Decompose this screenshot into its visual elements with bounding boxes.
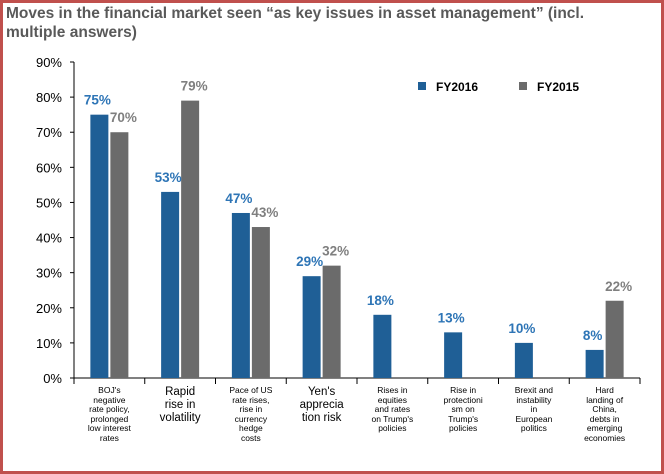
- x-category-label-line: tion risk: [301, 412, 342, 424]
- x-category-label-line: Rise in: [450, 385, 477, 395]
- x-category-label-line: rise in: [239, 404, 263, 414]
- x-category-label-line: Rapid: [165, 386, 196, 398]
- data-label-fy2016: 18%: [367, 293, 394, 308]
- bar-fy2016: [231, 212, 250, 378]
- chart-bars: [90, 100, 624, 379]
- x-category-label-line: European: [515, 413, 553, 424]
- x-category-label-line: Trump's: [448, 413, 479, 424]
- x-category-label-line: rate rises,: [232, 394, 270, 405]
- legend-swatch-fy2016: [418, 82, 426, 90]
- bar-fy2016: [302, 276, 321, 378]
- y-tick-label: 70%: [36, 125, 62, 140]
- x-category-label-line: instability: [516, 394, 552, 405]
- bar-fy2016: [373, 314, 392, 378]
- data-label-fy2016: 10%: [508, 321, 535, 336]
- x-category-label: Brexit and instability in European politics: [499, 385, 570, 434]
- legend-label-fy2016: FY2016: [436, 80, 478, 94]
- x-category-label-line: on Trump's: [371, 413, 414, 424]
- x-category-label: Yen's apprecia tion risk: [286, 386, 357, 425]
- bar-fy2015: [181, 100, 200, 378]
- x-category-label-line: sm on: [451, 404, 475, 414]
- y-tick-label: 90%: [36, 55, 62, 70]
- y-tick-label: 80%: [36, 90, 62, 105]
- y-tick-label: 50%: [36, 195, 62, 210]
- data-label-fy2016: 75%: [84, 93, 111, 108]
- x-category-label-line: landing of: [586, 394, 624, 405]
- bar-fy2015: [605, 300, 624, 378]
- x-category-label-line: and rates: [374, 404, 411, 414]
- x-category-label-line: Brexit and: [514, 385, 554, 395]
- x-category-label: Rapid rise in volatility: [145, 386, 216, 425]
- data-label-fy2015: 43%: [251, 205, 278, 220]
- x-category-label-line: Rises in: [377, 385, 408, 395]
- x-category-label: BOJ's negative rate policy, prolonged low in…: [74, 385, 145, 443]
- x-category-label-line: hedge: [239, 423, 263, 433]
- data-label-fy2015: 79%: [181, 79, 208, 94]
- x-category-label-line: apprecia: [299, 399, 344, 411]
- data-label-fy2015: 32%: [322, 244, 349, 259]
- y-tick-label: 30%: [36, 266, 62, 281]
- x-category-label-line: in: [530, 404, 538, 414]
- legend-swatch-fy2015: [519, 82, 527, 90]
- data-label-fy2016: 29%: [296, 254, 323, 269]
- x-category-label-line: negative: [93, 394, 126, 405]
- bar-fy2016: [90, 114, 109, 379]
- data-label-fy2015: 22%: [605, 279, 632, 294]
- bar-fy2016: [585, 349, 604, 378]
- chart-data-labels: 75% 70% 53% 79% 47%43% 29%32% 18% 13% 10% 8% 22%: [84, 79, 632, 343]
- x-category-label: Rises in equities and rates on Trump's polic…: [357, 385, 428, 434]
- x-category-label-line: low interest: [87, 423, 131, 433]
- bar-fy2016: [514, 342, 533, 378]
- data-label-fy2016: 47%: [225, 191, 252, 206]
- x-category-label-line: Pace of US: [229, 385, 273, 395]
- data-label-fy2016: 8%: [583, 328, 603, 343]
- bar-fy2015: [322, 265, 341, 378]
- x-category-label-line: BOJ's: [98, 385, 121, 395]
- y-tick-label: 0%: [43, 371, 62, 386]
- x-category-label-line: volatility: [159, 412, 201, 424]
- bar-fy2015: [251, 227, 270, 378]
- chart-title: Moves in the financial market seen “as k…: [6, 5, 585, 41]
- bar-fy2015: [110, 132, 129, 378]
- x-category-label-line: rate policy,: [89, 404, 130, 414]
- x-category-label-line: economies: [584, 432, 626, 443]
- x-category-label-line: equities: [377, 394, 408, 405]
- x-category-label: Hard landing of China, debts in emerging econ…: [569, 385, 640, 443]
- x-category-label-line: prolonged: [90, 413, 129, 424]
- x-category-label: Rise in protectioni sm on Trump's policies: [428, 385, 499, 434]
- x-category-label-line: rise in: [164, 399, 196, 411]
- x-category-label-line: protectioni: [443, 394, 483, 405]
- data-label-fy2016: 53%: [155, 170, 182, 185]
- x-category-label-line: politics: [520, 423, 547, 433]
- y-tick-label: 10%: [36, 336, 62, 351]
- bar-fy2016: [161, 191, 180, 378]
- y-tick-label: 60%: [36, 160, 62, 175]
- x-category-label-line: policies: [448, 423, 478, 433]
- x-category-label-line: currency: [234, 413, 268, 424]
- x-category-label-line: China,: [592, 404, 617, 414]
- x-category-label-line: policies: [378, 423, 407, 433]
- chart-legend: FY2016 FY2015: [418, 80, 579, 94]
- x-category-label-line: Hard: [595, 385, 614, 395]
- chart-axes: 0% 10% 20% 30% 40% 50% 60% 70% 80% 90%: [36, 55, 641, 386]
- y-tick-label: 40%: [36, 231, 62, 246]
- x-category-label: Pace of US rate rises, rise in currency hedg…: [216, 385, 287, 443]
- data-label-fy2016: 13%: [438, 310, 465, 325]
- legend-label-fy2015: FY2015: [537, 80, 579, 94]
- x-category-label-line: rates: [99, 432, 119, 443]
- x-category-label-line: costs: [240, 432, 261, 443]
- y-tick-label: 20%: [36, 301, 62, 316]
- bar-fy2016: [444, 332, 463, 378]
- x-category-label-line: debts in: [589, 413, 620, 424]
- x-category-label-line: Yen's: [307, 386, 336, 398]
- x-category-label-line: emerging: [586, 423, 623, 433]
- data-label-fy2015: 70%: [110, 110, 137, 125]
